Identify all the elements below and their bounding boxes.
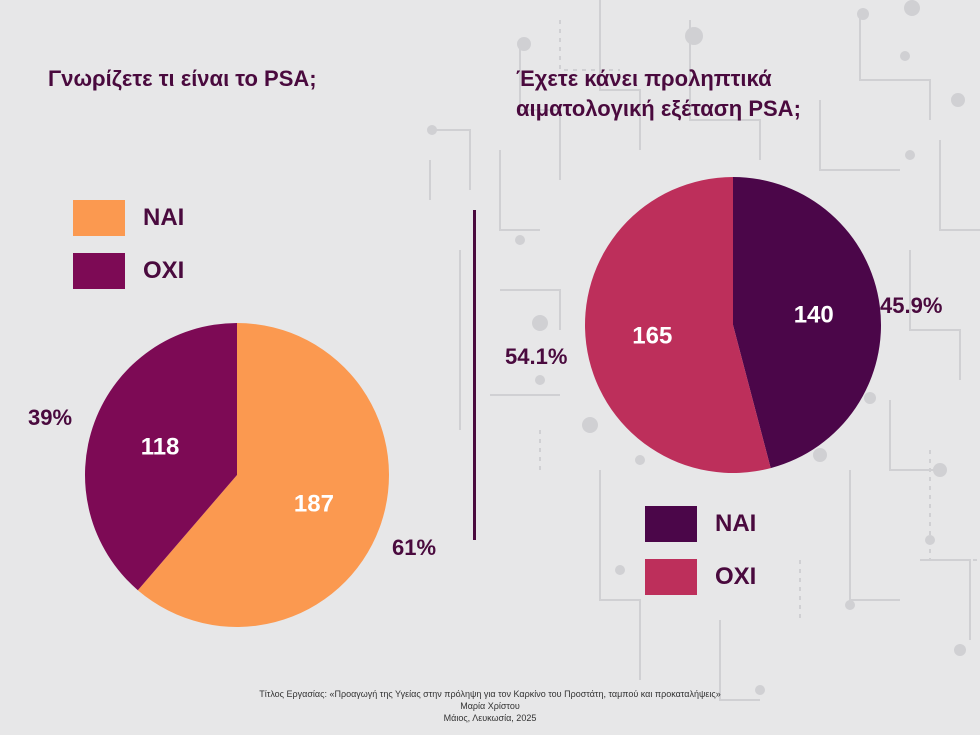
chart2-percent-no: 54.1% xyxy=(505,344,568,369)
pie-slice-no xyxy=(84,323,237,591)
pie-slice-yes xyxy=(733,177,882,469)
divider-line xyxy=(473,210,476,540)
legend-swatch-yes xyxy=(73,200,125,236)
chart2-percent-yes: 45.9% xyxy=(880,293,943,318)
slice-value-label-yes: 140 xyxy=(794,302,834,329)
footer: Τίτλος Εργασίας: «Προαγωγή της Υγείας στ… xyxy=(0,688,980,724)
legend-item-no: ΟΧΙ xyxy=(645,559,756,595)
legend-swatch-no xyxy=(645,559,697,595)
pie-chart-psa-awareness: 187 118 xyxy=(84,323,389,627)
slice-value-label-yes: 187 xyxy=(294,491,334,518)
chart2-title: Έχετε κάνει προληπτικά αιματολογική εξέτ… xyxy=(516,64,801,124)
pie-slice-no xyxy=(585,177,771,473)
pie-slice-yes xyxy=(137,323,389,627)
chart1-title: Γνωρίζετε τι είναι το PSA; xyxy=(48,66,317,91)
legend-swatch-yes xyxy=(645,506,697,542)
slice-value-label-no: 118 xyxy=(141,433,180,460)
legend-label-no: ΟΧΙ xyxy=(143,257,185,284)
footer-title: Τίτλος Εργασίας: «Προαγωγή της Υγείας στ… xyxy=(259,689,721,699)
footer-date: Μάιος, Λευκωσία, 2025 xyxy=(443,713,537,723)
chart1-percent-yes: 61% xyxy=(392,535,437,560)
chart1-percent-no: 39% xyxy=(28,405,73,430)
chart2-legend: ΝΑΙ ΟΧΙ xyxy=(645,506,756,612)
legend-item-yes: ΝΑΙ xyxy=(73,200,184,236)
footer-author: Μαρία Χρίστου xyxy=(460,701,520,711)
legend-label-yes: ΝΑΙ xyxy=(715,510,757,537)
legend-label-no: ΟΧΙ xyxy=(715,563,757,590)
chart2-title-line1: Έχετε κάνει προληπτικά xyxy=(516,66,772,91)
slice-value-label-no: 165 xyxy=(632,322,672,349)
legend-item-yes: ΝΑΙ xyxy=(645,506,756,542)
chart1-legend: ΝΑΙ ΟΧΙ xyxy=(73,200,184,306)
chart2-title-line2: αιματολογική εξέταση PSA; xyxy=(516,96,801,121)
legend-swatch-no xyxy=(73,253,125,289)
legend-item-no: ΟΧΙ xyxy=(73,253,184,289)
legend-label-yes: ΝΑΙ xyxy=(143,204,185,231)
pie-chart-psa-test: 140 165 xyxy=(585,177,882,473)
